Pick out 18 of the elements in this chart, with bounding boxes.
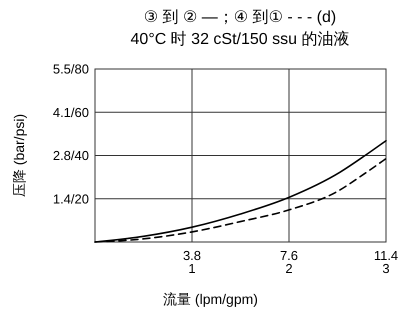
y-axis-title: 压降 (bar/psi) (11, 114, 27, 198)
chart-subtitle: 40°C 时 32 cSt/150 ssu 的油液 (130, 30, 350, 48)
x-tick-label: 7.6 (280, 248, 298, 263)
y-tick-label: 5.5 (52, 62, 71, 77)
x2-tick-label: 3 (382, 261, 390, 276)
y2-tick-label: /20 (70, 191, 89, 206)
y-tick-label: 2.8 (52, 148, 71, 164)
chart-title: ③ 到 ② —；④ 到① - - - (d) (144, 9, 336, 26)
x2-tick-label: 2 (285, 261, 293, 276)
y-tick-label: 4.1 (52, 104, 71, 120)
y2-tick-label: /40 (70, 148, 89, 164)
x-axis-title: 流量 (lpm/gpm) (163, 291, 258, 307)
x2-tick-label: 1 (188, 261, 196, 276)
y-tick-label: 1.4 (52, 191, 71, 206)
x-tick-label: 3.8 (182, 248, 202, 263)
y2-tick-label: /80 (70, 62, 89, 77)
y2-tick-label: /60 (70, 104, 89, 120)
x-tick-label: 11.4 (374, 248, 398, 263)
